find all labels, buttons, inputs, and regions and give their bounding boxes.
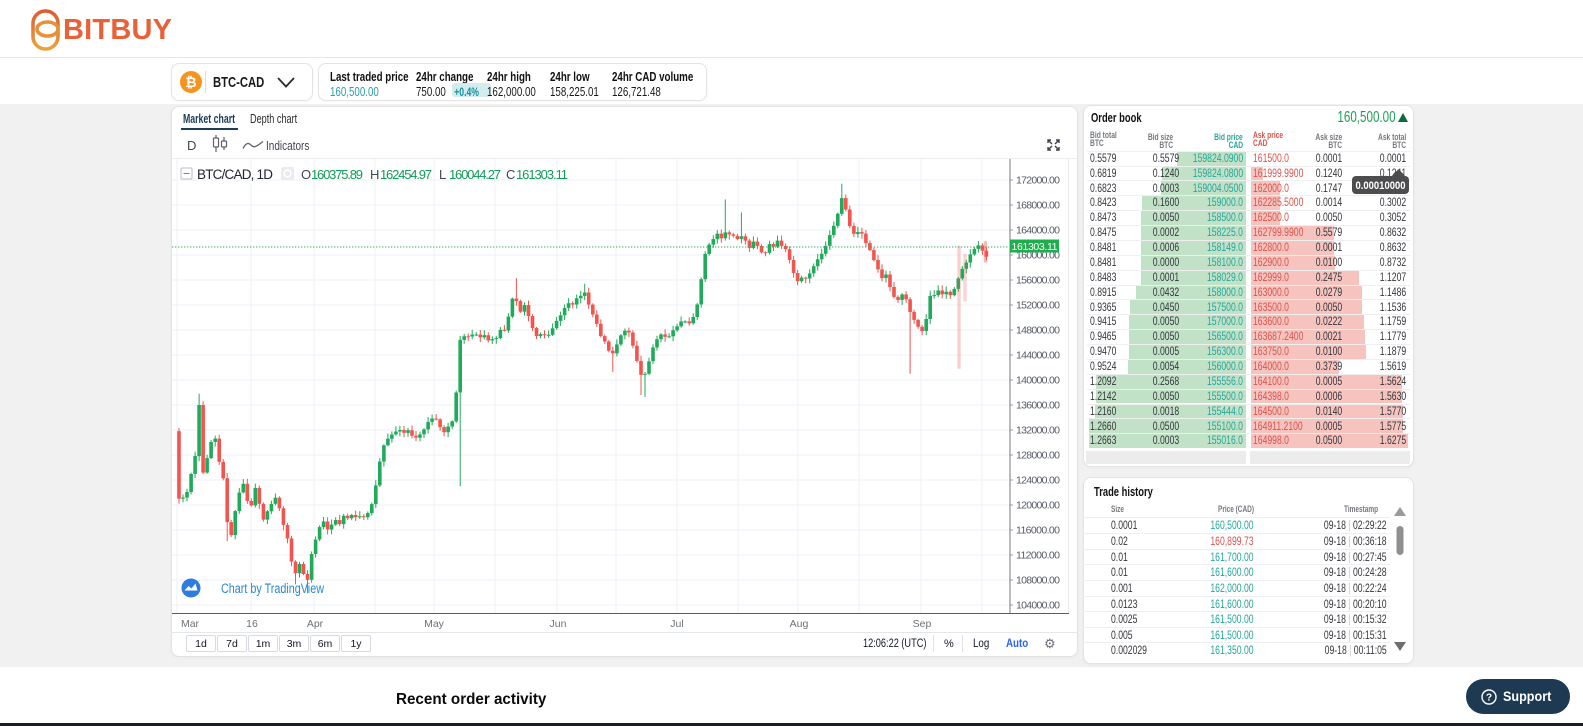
svg-text:108000.00: 108000.00 <box>1016 575 1060 587</box>
svg-text:164000.00: 164000.00 <box>1016 225 1060 237</box>
svg-text:Aug: Aug <box>790 618 809 630</box>
svg-text:156000.00: 156000.00 <box>1016 275 1060 287</box>
svg-text:162454.97: 162454.97 <box>380 167 432 182</box>
svg-text:C: C <box>506 167 515 182</box>
svg-text:Chart by TradingView: Chart by TradingView <box>221 581 324 596</box>
svg-text:160375.89: 160375.89 <box>311 167 363 182</box>
svg-text:124000.00: 124000.00 <box>1016 475 1060 487</box>
svg-text:Sep: Sep <box>913 618 932 630</box>
svg-text:148000.00: 148000.00 <box>1016 325 1060 337</box>
svg-text:152000.00: 152000.00 <box>1016 300 1060 312</box>
svg-text:O: O <box>301 167 311 182</box>
svg-text:140000.00: 140000.00 <box>1016 375 1060 387</box>
svg-text:16: 16 <box>246 618 258 630</box>
svg-text:172000.00: 172000.00 <box>1016 175 1060 187</box>
svg-text:112000.00: 112000.00 <box>1016 550 1060 562</box>
svg-text:168000.00: 168000.00 <box>1016 200 1060 212</box>
svg-text:120000.00: 120000.00 <box>1016 500 1060 512</box>
svg-text:161303.11: 161303.11 <box>1012 241 1058 253</box>
svg-text:160044.27: 160044.27 <box>449 167 501 182</box>
svg-text:116000.00: 116000.00 <box>1016 525 1060 537</box>
svg-text:144000.00: 144000.00 <box>1016 350 1060 362</box>
svg-text:132000.00: 132000.00 <box>1016 425 1060 437</box>
svg-text:L: L <box>439 167 446 182</box>
svg-text:0.00010000: 0.00010000 <box>1356 180 1406 192</box>
svg-text:Mar: Mar <box>181 618 200 630</box>
svg-text:Jul: Jul <box>670 618 683 630</box>
svg-text:104000.00: 104000.00 <box>1016 600 1060 612</box>
svg-text:161303.11: 161303.11 <box>516 167 568 182</box>
svg-text:Jun: Jun <box>550 618 567 630</box>
svg-text:BTC/CAD, 1D: BTC/CAD, 1D <box>197 167 273 182</box>
svg-text:136000.00: 136000.00 <box>1016 400 1060 412</box>
svg-text:H: H <box>370 167 379 182</box>
svg-text:?: ? <box>1486 693 1492 704</box>
svg-text:128000.00: 128000.00 <box>1016 450 1060 462</box>
svg-text:Apr: Apr <box>307 618 324 630</box>
svg-text:May: May <box>424 618 445 630</box>
